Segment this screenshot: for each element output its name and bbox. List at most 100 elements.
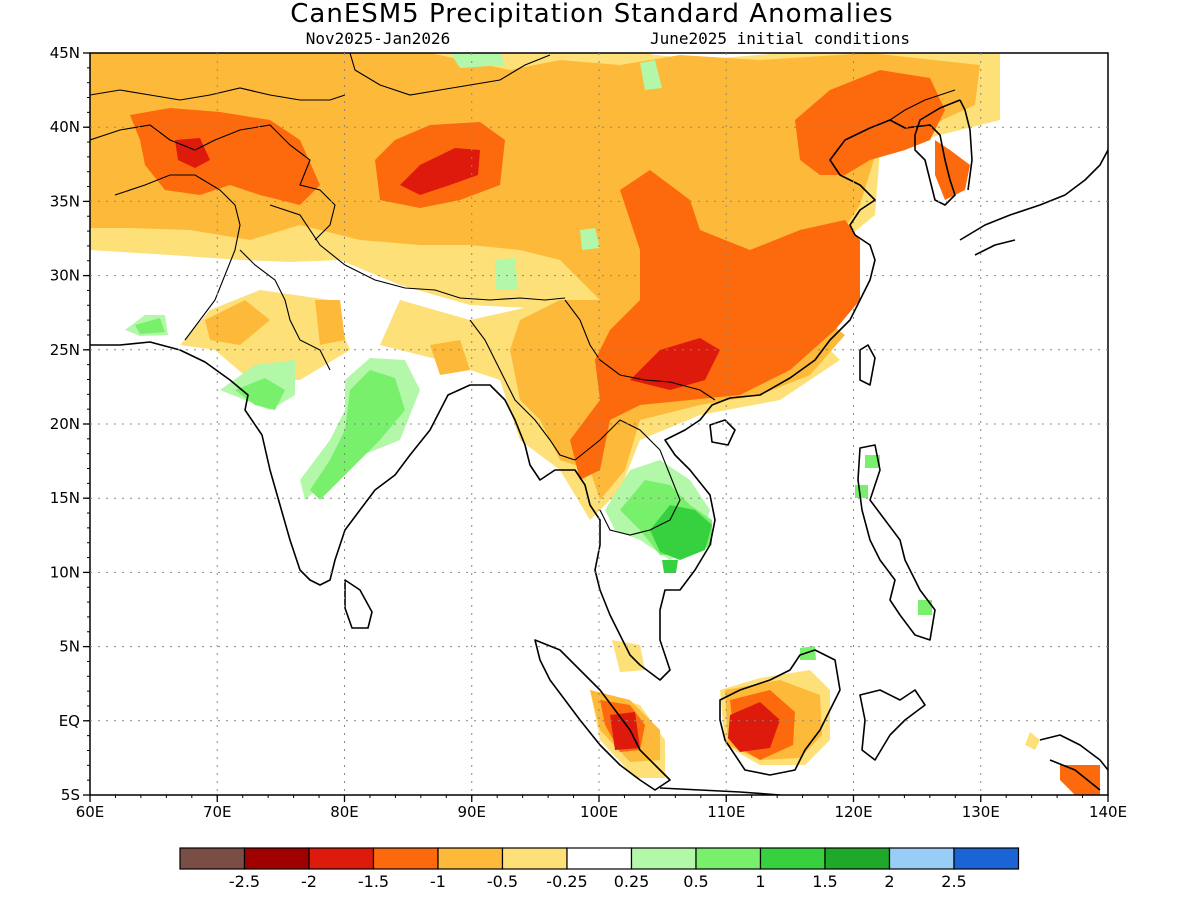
anomaly-region-weak-wet-mongolia — [640, 60, 662, 90]
anomaly-region-weak-wet-north — [450, 53, 505, 68]
anomaly-region-moderate-wet-mindanao — [918, 600, 932, 615]
country-borders — [90, 53, 956, 536]
anomaly-region-very-strong-dry-sumatra — [610, 712, 640, 750]
legend-swatch — [630, 847, 697, 870]
anomaly-region-moderate-wet-philippines — [865, 455, 880, 468]
border-china-korea — [889, 89, 956, 121]
anomaly-region-strong-dry-china — [570, 170, 860, 480]
border-himalaya — [269, 204, 566, 301]
coastline-arabian-sea — [90, 99, 961, 681]
legend-label: -2 — [301, 872, 317, 891]
anomaly-region-moderate-wet-westindia — [235, 378, 285, 410]
x-tick-label: 70E — [203, 803, 232, 821]
anomaly-region-moderate-dry-north — [90, 53, 980, 300]
legend-label: 0.25 — [614, 872, 650, 891]
y-tick-label: 30N — [50, 267, 80, 285]
border-pakistan — [114, 174, 241, 341]
x-tick-label: 110E — [707, 803, 745, 821]
y-tick-label: 35N — [50, 192, 80, 210]
border-kazakh — [90, 87, 346, 101]
border-mongolia — [349, 53, 551, 96]
legend-swatch — [953, 847, 1020, 870]
legend-swatch — [695, 847, 762, 870]
y-tick-label: 25N — [50, 341, 80, 359]
coastline-new-guinea — [1039, 734, 1108, 791]
anomaly-region-moderate-wet-luzon — [855, 485, 868, 498]
x-tick-label: 60E — [76, 803, 105, 821]
coastlines — [90, 99, 1108, 795]
x-tick-label: 130E — [962, 803, 1000, 821]
x-tick-label: 120E — [834, 803, 872, 821]
y-tick-label: 40N — [50, 118, 80, 136]
y-tick-label: EQ — [59, 712, 80, 730]
legend-label: -0.5 — [487, 872, 518, 891]
legend-swatch — [759, 847, 826, 870]
anomaly-field — [90, 53, 1100, 795]
anomaly-region-weak-wet-china — [580, 228, 600, 250]
legend-label: 2.5 — [941, 872, 966, 891]
anomaly-region-strong-dry-png — [1060, 765, 1100, 795]
border-myanmar — [469, 319, 576, 461]
legend-swatch — [566, 847, 633, 870]
anomaly-region-moderate-dry-india — [315, 300, 345, 345]
legend-swatch — [308, 847, 375, 870]
border-china-south — [564, 299, 716, 401]
coastline-sumatra — [534, 639, 671, 791]
anomaly-region-very-strong-dry-borneo — [728, 702, 780, 752]
anomaly-region-moderate-wet-central-india — [310, 370, 405, 500]
anomaly-region-weak-dry-png — [1025, 732, 1040, 750]
y-tick-label: 20N — [50, 415, 80, 433]
coastline-sulawesi — [859, 689, 926, 761]
legend-label: -0.25 — [546, 872, 587, 891]
border-indochina — [574, 419, 681, 536]
graticule — [90, 53, 1108, 795]
anomaly-region-very-strong-dry-tibet — [400, 148, 480, 195]
anomaly-region-strong-dry-northeast — [795, 70, 945, 175]
border-iran-afghanistan — [90, 124, 336, 241]
anomaly-region-moderate-wet-iran — [135, 318, 165, 334]
legend-label: 0.5 — [683, 872, 708, 891]
coastline-hainan — [709, 419, 736, 446]
map-title: CanESM5 Precipitation Standard Anomalies — [290, 0, 893, 29]
legend-label: -1.5 — [358, 872, 389, 891]
coastline-philippines — [857, 444, 936, 641]
legend-swatch — [501, 847, 568, 870]
legend-label: 1.5 — [812, 872, 837, 891]
y-tick-label: 5S — [61, 786, 80, 804]
legend-swatch — [437, 847, 504, 870]
x-tick-label: 100E — [580, 803, 618, 821]
legend-swatch — [372, 847, 439, 870]
x-tick-label: 140E — [1089, 803, 1127, 821]
initial-conditions: June2025 initial conditions — [650, 29, 910, 48]
anomaly-region-strong-wet-mekong — [662, 560, 678, 573]
anomaly-region-strong-wet-cambodia — [650, 505, 712, 560]
legend-swatch — [888, 847, 955, 870]
y-tick-label: 45N — [50, 44, 80, 62]
anomaly-region-strong-dry-korea — [935, 140, 970, 200]
border-india-west — [239, 249, 331, 371]
y-tick-label: 10N — [50, 563, 80, 581]
coastline-taiwan — [859, 344, 876, 386]
anomaly-region-weak-wet-tibet — [495, 258, 518, 290]
legend-swatch — [824, 847, 891, 870]
forecast-period: Nov2025-Jan2026 — [306, 29, 451, 48]
anomaly-region-strong-dry-afghanistan — [130, 108, 320, 205]
coastline-java — [659, 787, 781, 795]
legend-label: -1 — [430, 872, 446, 891]
coastline-korea-east — [959, 99, 973, 191]
coastline-borneo — [719, 649, 841, 776]
legend-label: -2.5 — [229, 872, 260, 891]
anomaly-region-weak-dry-malay — [612, 640, 645, 672]
y-tick-label: 5N — [59, 638, 80, 656]
color-scale-legend: -2.5 -2 -1.5 -1 -0.5 -0.25 0.25 0.5 1 1.5 2 2.5 — [179, 847, 1020, 891]
coastline-sri-lanka — [344, 579, 373, 629]
x-tick-label: 80E — [330, 803, 359, 821]
anomaly-region-moderate-dry-bay — [430, 340, 470, 375]
x-tick-label: 90E — [457, 803, 486, 821]
legend-label: 1 — [755, 872, 765, 891]
legend-label: 2 — [884, 872, 894, 891]
coastline-japan — [959, 149, 1108, 256]
legend-swatch — [243, 847, 310, 870]
anomaly-region-very-strong-dry-south-china — [630, 338, 720, 390]
